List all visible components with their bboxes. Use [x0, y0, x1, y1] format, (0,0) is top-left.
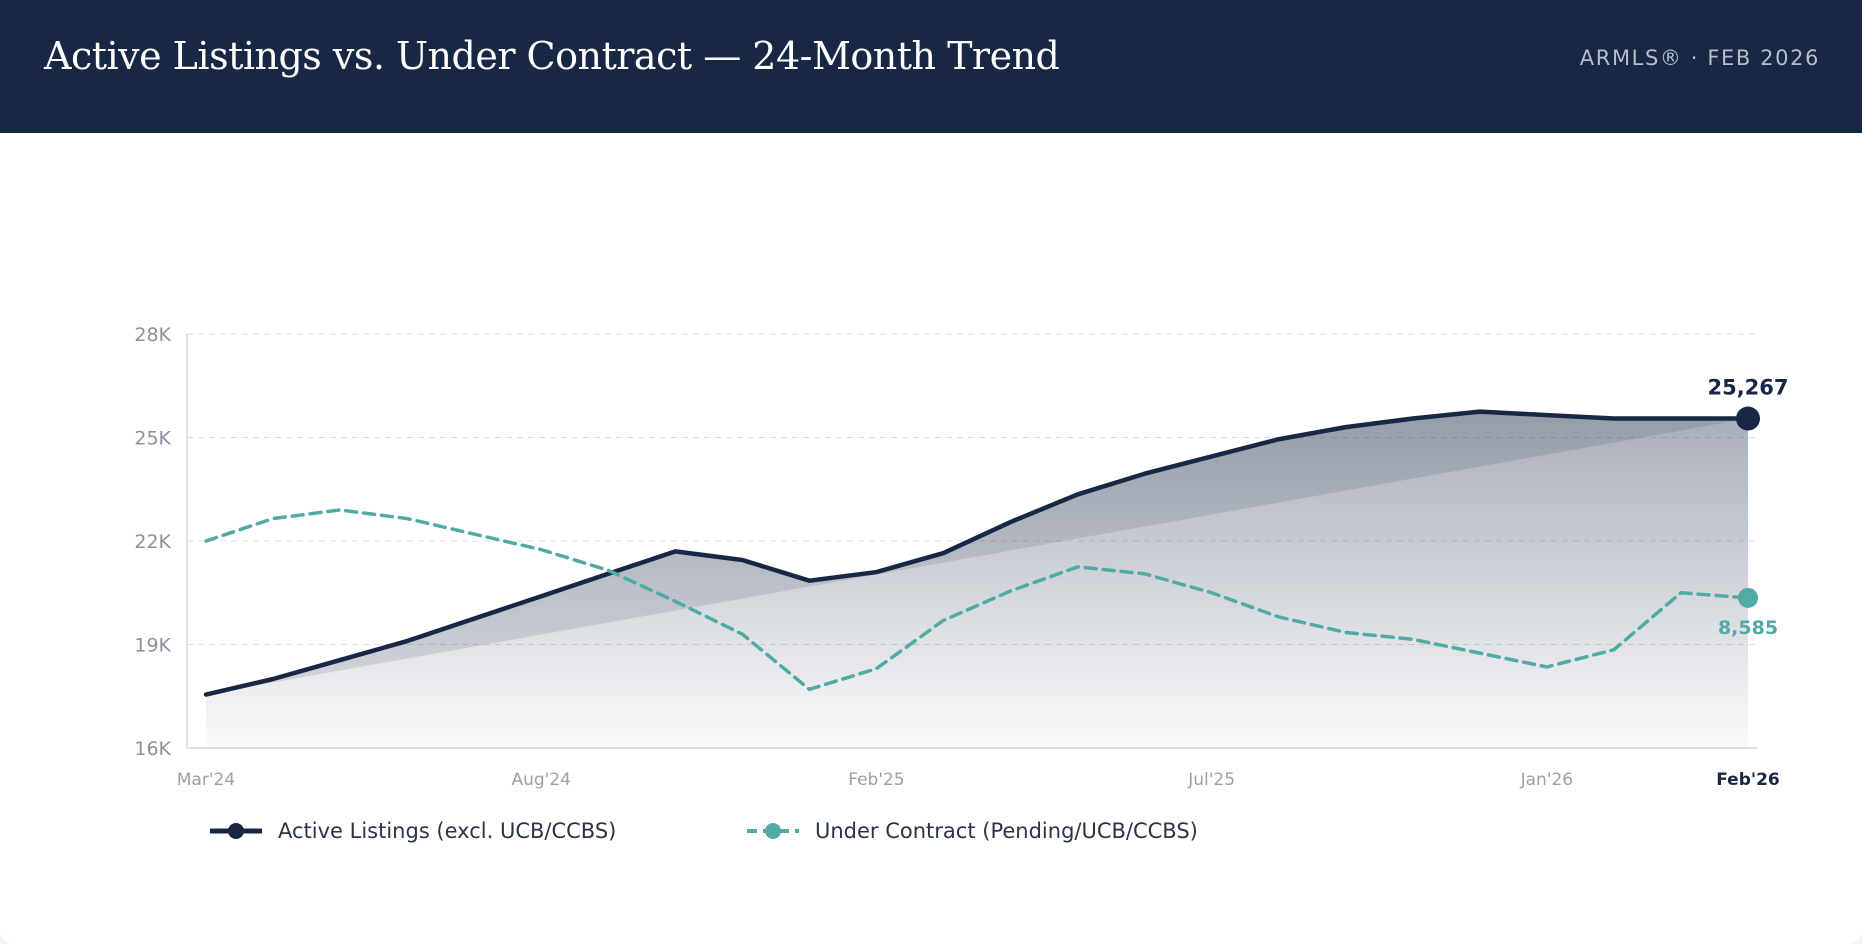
series-lines — [203, 406, 1760, 697]
header-bar: Active Listings vs. Under Contract — 24-… — [0, 0, 1862, 133]
chart-title: Active Listings vs. Under Contract — 24-… — [44, 34, 1060, 78]
end-point-active-listings — [1736, 406, 1760, 431]
x-tick-label: Jan'26 — [1520, 770, 1574, 790]
x-tick-label: Jul'25 — [1187, 770, 1235, 790]
y-tick-label: 16K — [134, 738, 171, 760]
legend-label-active-listings: Active Listings (excl. UCB/CCBS) — [278, 819, 617, 843]
y-tick-label: 19K — [134, 635, 171, 657]
end-label-under-contract: 8,585 — [1718, 617, 1778, 639]
x-tick-label: Feb'26 — [1716, 770, 1779, 790]
legend-swatch-active-listings — [210, 823, 262, 839]
y-tick-label: 25K — [134, 428, 171, 450]
active-area-band — [206, 411, 1748, 695]
y-tick-label: 22K — [134, 531, 171, 553]
x-tick-label: Mar'24 — [177, 770, 235, 790]
source-label: ARMLS® · FEB 2026 — [1579, 46, 1820, 70]
end-point-under-contract — [1738, 587, 1758, 608]
y-tick-label: 28K — [134, 324, 171, 346]
legend-item-under-contract[interactable]: Under Contract (Pending/UCB/CCBS) — [745, 814, 1198, 848]
chart-labels: 16K 19K 22K 25K 28K Mar'24 Aug'24 Feb'25 Jul'25 J… — [134, 324, 1788, 790]
series-line-under-contract — [204, 508, 1750, 692]
active-area-fill — [206, 411, 1748, 748]
series-line-active-listings — [203, 409, 1751, 697]
legend-item-active-listings[interactable]: Active Listings (excl. UCB/CCBS) — [208, 814, 616, 848]
legend-label-under-contract: Under Contract (Pending/UCB/CCBS) — [815, 819, 1198, 843]
area-fill — [206, 411, 1748, 748]
legend: Active Listings (excl. UCB/CCBS) Under C… — [0, 814, 1862, 848]
end-label-active-listings: 25,267 — [1707, 376, 1788, 400]
legend-swatch-under-contract — [747, 823, 799, 839]
x-tick-label: Aug'24 — [511, 770, 571, 790]
x-tick-label: Feb'25 — [848, 770, 904, 790]
